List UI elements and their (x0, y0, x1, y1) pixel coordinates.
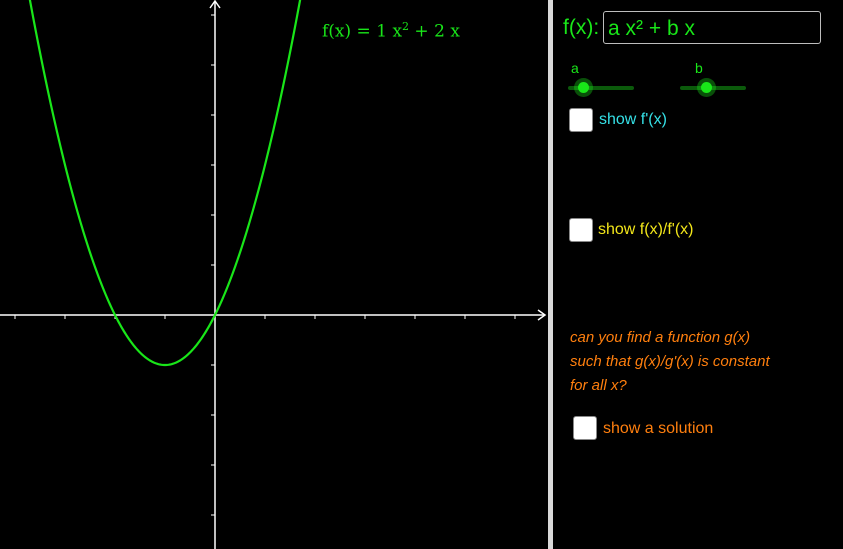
x-axis-arrow-icon (537, 309, 547, 321)
challenge-question: can you find a function g(x) such that g… (570, 326, 830, 398)
function-formula: f(x) = 1 x2 + 2 x (322, 20, 460, 42)
question-line-3: for all x? (570, 377, 627, 394)
panel-divider[interactable] (548, 0, 553, 549)
function-curve[interactable] (21, 0, 309, 367)
control-panel (553, 0, 843, 549)
slider-a-handle[interactable] (578, 82, 589, 93)
coordinate-axes (0, 0, 547, 549)
slider-a-track[interactable] (568, 86, 634, 90)
function-input-field[interactable]: a x² + b x (603, 11, 821, 44)
exponent: 2 (402, 20, 410, 33)
formula-prefix: f(x) = (322, 21, 377, 42)
variable-x: x (444, 21, 460, 42)
slider-b-label: b (695, 60, 703, 76)
show-solution-label[interactable]: show a solution (603, 420, 714, 437)
question-line-1: can you find a function g(x) (570, 329, 751, 346)
show-ratio-label[interactable]: show f(x)/f'(x) (598, 221, 694, 238)
function-input-label: f(x): (563, 16, 600, 39)
y-axis-arrow-icon (209, 0, 221, 9)
slider-a-label: a (571, 60, 579, 76)
variable-x-squared: x (392, 21, 403, 42)
plus-sign: + (409, 21, 435, 42)
slider-b-track[interactable] (680, 86, 746, 90)
show-ratio-checkbox[interactable] (569, 218, 593, 242)
question-line-2: such that g(x)/g'(x) is constant (570, 353, 770, 370)
show-derivative-label[interactable]: show f'(x) (599, 111, 667, 128)
graphics-view[interactable] (0, 0, 550, 549)
axis-ticks (14, 14, 516, 516)
show-derivative-checkbox[interactable] (569, 108, 593, 132)
slider-b-handle[interactable] (701, 82, 712, 93)
coefficient-b: 2 (434, 21, 445, 42)
coefficient-a: 1 (376, 21, 388, 42)
show-solution-checkbox[interactable] (573, 416, 597, 440)
